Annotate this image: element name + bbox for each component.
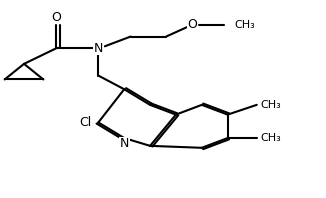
Text: N: N <box>120 137 129 150</box>
Text: Cl: Cl <box>79 116 92 129</box>
Text: CH₃: CH₃ <box>260 133 281 143</box>
Text: CH₃: CH₃ <box>234 20 255 30</box>
Text: O: O <box>52 10 61 24</box>
Text: N: N <box>94 42 103 55</box>
Text: CH₃: CH₃ <box>260 100 281 110</box>
Text: O: O <box>187 18 197 31</box>
